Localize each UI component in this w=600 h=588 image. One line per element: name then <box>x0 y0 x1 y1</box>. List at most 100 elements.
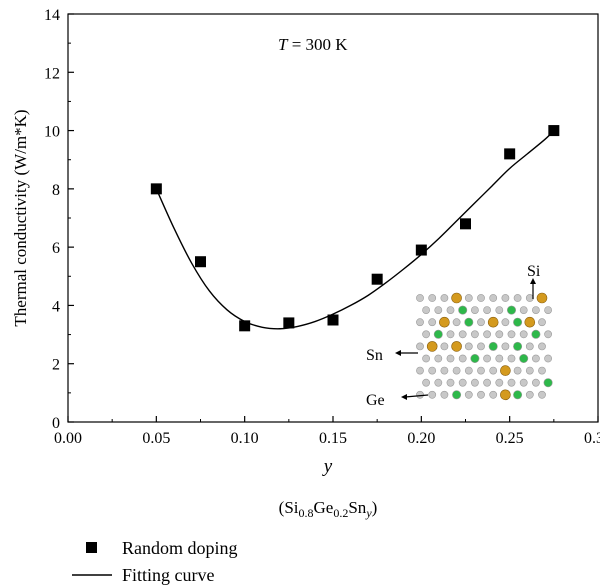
si-atom <box>495 378 504 387</box>
ge-atom <box>519 353 529 363</box>
si-atom <box>470 378 479 387</box>
si-atom <box>519 306 528 314</box>
si-atom <box>434 354 443 363</box>
y-tick-label: 8 <box>52 182 60 199</box>
sn-atom <box>451 341 462 352</box>
si-atom <box>446 330 455 339</box>
plot-frame <box>67 13 599 423</box>
data-point-marker <box>504 148 516 160</box>
si-atom <box>507 378 516 387</box>
si-atom <box>525 366 534 375</box>
ge-atom <box>543 378 553 388</box>
ge-arrow-head <box>401 394 407 400</box>
si-atom <box>483 306 491 314</box>
si-atom <box>519 378 528 387</box>
data-point-marker <box>415 244 427 256</box>
si-atom <box>446 306 455 314</box>
ge-atom <box>464 317 474 327</box>
si-atom <box>495 354 504 363</box>
crystal-structure-inset <box>416 292 553 401</box>
si-atom <box>428 366 437 375</box>
sn-atom <box>439 316 450 328</box>
ge-atom <box>506 305 516 315</box>
si-atom <box>422 306 430 314</box>
si-atom <box>489 294 498 302</box>
x-axis-ticks: 0.00 0.05 0.10 0.15 0.20 0.25 0.30 <box>54 416 600 447</box>
y-tick-label: 10 <box>44 124 60 141</box>
si-atom <box>428 390 437 399</box>
si-atom <box>446 354 455 363</box>
x-tick-label: 0.10 <box>231 430 259 447</box>
data-point-marker <box>239 320 251 332</box>
si-atom <box>464 390 473 399</box>
si-arrow-head <box>530 278 536 284</box>
si-atom <box>525 294 534 302</box>
ge-atom <box>458 305 468 315</box>
legend-label-random-doping: Random doping <box>122 538 238 558</box>
si-atom <box>495 330 504 339</box>
si-atom <box>519 330 528 339</box>
sn-arrow-head <box>395 350 401 356</box>
si-atom <box>434 306 443 314</box>
si-atom <box>422 354 430 363</box>
si-atom <box>501 318 510 327</box>
si-atom <box>544 354 552 363</box>
si-atom <box>501 294 510 302</box>
ge-atom <box>452 390 462 400</box>
si-atom <box>458 330 467 339</box>
legend-marker-random-doping <box>86 542 97 553</box>
x-tick-label: 0.20 <box>407 430 435 447</box>
si-atom <box>416 366 424 375</box>
si-atom <box>544 330 552 339</box>
data-point-marker <box>195 256 206 268</box>
ge-atom <box>513 317 523 327</box>
y-tick-label: 12 <box>44 65 60 82</box>
ge-atom <box>470 353 480 363</box>
temperature-annotation: T = 300 K <box>278 35 348 54</box>
si-atom <box>464 342 473 351</box>
ge-arrow <box>404 394 429 398</box>
data-point-marker <box>327 314 339 326</box>
si-atom <box>416 318 424 327</box>
si-atom <box>538 390 546 399</box>
inset-label-ge: Ge <box>366 392 385 409</box>
si-atom <box>538 342 546 351</box>
si-atom <box>483 330 491 339</box>
si-atom <box>464 294 473 302</box>
si-atom <box>452 318 461 327</box>
data-point-marker <box>283 317 295 329</box>
formula-sn: Sn <box>348 498 366 517</box>
ge-atom <box>488 341 498 351</box>
data-point-marker <box>460 218 471 230</box>
formula-sn-sub: y <box>365 506 372 520</box>
si-atom <box>532 306 540 314</box>
si-atom <box>532 354 540 363</box>
ge-atom <box>513 341 523 351</box>
si-atom <box>501 342 510 351</box>
x-axis-label: y <box>322 456 333 477</box>
ge-atom <box>531 329 541 339</box>
si-atom <box>428 318 437 327</box>
si-atom <box>440 342 449 351</box>
si-atom <box>532 378 540 387</box>
annotation-value: = 300 K <box>287 35 348 54</box>
si-atom <box>477 342 485 351</box>
si-atom <box>440 366 449 375</box>
data-point-marker <box>548 125 560 137</box>
legend-label-fitting-curve: Fitting curve <box>122 565 215 585</box>
data-point-marker <box>150 183 162 195</box>
si-atom <box>538 318 546 327</box>
si-atom <box>470 306 479 314</box>
data-point-marker <box>371 273 383 285</box>
si-atom <box>525 390 534 399</box>
si-atom <box>483 378 491 387</box>
sn-atom <box>500 365 511 376</box>
y-tick-label: 14 <box>44 7 60 24</box>
sn-atom <box>524 316 536 328</box>
x-tick-label: 0.00 <box>54 430 82 447</box>
si-atom <box>477 318 485 327</box>
sn-atom <box>536 292 548 304</box>
inset-label-sn: Sn <box>366 347 383 364</box>
si-atom <box>525 342 534 351</box>
